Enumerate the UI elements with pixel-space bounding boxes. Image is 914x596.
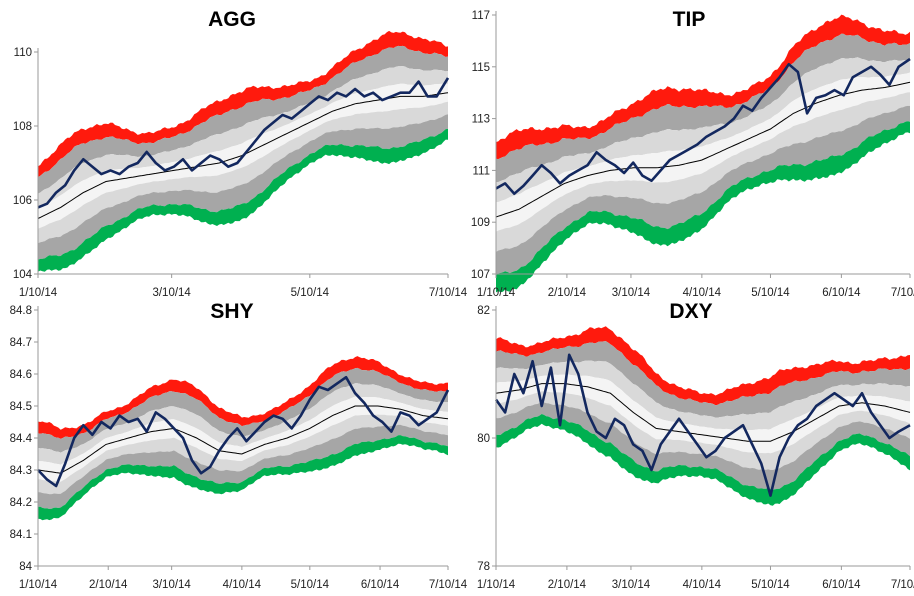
agg-x-tick-label: 1/10/14 [19,287,58,299]
dxy-x-tick-label: 2/10/14 [548,579,587,591]
tip-y-tick-label: 117 [472,10,490,22]
tip-y-tick-label: 115 [472,62,490,74]
dxy-x-tick-label: 1/10/14 [477,579,516,591]
dxy-y-tick-label: 78 [477,561,490,573]
agg-y-tick-label: 106 [13,195,32,207]
tip-y-tick-label: 113 [472,114,490,126]
tip-chart-title: TIP [673,8,706,31]
shy-light-lower-band [38,414,448,495]
shy-y-tick-label: 84 [19,561,32,573]
shy-price-line [37,375,450,488]
agg-gray-lower-band [38,114,448,260]
agg-x-tick-label: 3/10/14 [152,287,191,299]
dxy-light-upper-band [496,360,910,431]
shy-y-tick-label: 84.6 [10,369,32,381]
agg-y-tick-label: 104 [13,269,33,281]
agg-red-upper-band [38,30,448,178]
dxy-x-tick-label: 6/10/14 [822,579,861,591]
dxy-x-tick-label: 7/10/14 [891,579,914,591]
tip-x-tick-label: 2/10/14 [548,287,587,299]
dxy-green-lower-band [496,414,910,506]
shy-x-tick-label: 7/10/14 [429,579,468,591]
shy-mean-line [37,405,449,474]
shy-y-tick-label: 84.1 [10,529,32,541]
agg-chart-title: AGG [208,8,256,31]
dxy-gray-upper-band [496,341,910,418]
tip-x-tick-label: 3/10/14 [612,287,651,299]
dxy-x-tick-label: 3/10/14 [612,579,651,591]
shy-y-tick-label: 84.8 [10,305,32,317]
agg-light-upper-band [38,66,448,209]
shy-chart-panel: SHY 84 84.1 84.2 84.3 84.4 84.5 84.6 84.7 84.8 1/… [10,300,468,591]
tip-x-tick-label: 6/10/14 [822,287,861,299]
shy-x-tick-label: 4/10/14 [223,579,262,591]
tip-x-tick-label: 5/10/14 [751,287,790,299]
dxy-white-center-band [496,374,910,454]
tip-green-lower-band [496,121,910,293]
dxy-light-lower-band [496,391,910,470]
agg-y-tick-label: 110 [14,47,32,59]
shy-x-tick-label: 6/10/14 [361,579,400,591]
dxy-y-tick-label: 80 [477,433,490,445]
shy-green-lower-band [38,435,448,521]
tip-chart-panel: TIP 107 109 111 113 115 117 1/10/14 2/10/14 3/10… [471,8,914,299]
shy-x-tick-label: 3/10/14 [152,579,191,591]
tip-x-tick-label: 4/10/14 [683,287,722,299]
tip-gray-lower-band [496,105,910,276]
shy-y-tick-label: 84.4 [10,433,33,445]
tip-price-line [495,57,911,195]
dxy-red-upper-band [496,326,910,406]
dxy-x-tick-label: 4/10/14 [683,579,722,591]
tip-gray-upper-band [496,33,910,182]
tip-y-tick-label: 107 [471,269,490,281]
dxy-chart-title: DXY [669,300,712,323]
agg-x-tick-label: 7/10/14 [429,287,468,299]
dxy-y-tick-label: 82 [477,305,490,317]
shy-y-tick-label: 84.2 [10,497,32,509]
tip-red-upper-band [496,14,910,160]
tip-x-tick-label: 7/10/14 [891,287,914,299]
shy-y-tick-label: 84.3 [10,465,32,477]
tip-light-lower-band [496,92,910,252]
shy-x-tick-label: 2/10/14 [89,579,128,591]
agg-x-tick-label: 5/10/14 [291,287,330,299]
agg-y-tick-label: 108 [13,121,32,133]
tip-x-tick-label: 1/10/14 [477,287,516,299]
dxy-price-line [494,353,911,497]
agg-green-lower-band [38,128,448,272]
dxy-chart-panel: DXY 78 80 82 1/10/14 2/10/14 3/10/14 4/10/14 5/… [477,300,914,591]
agg-light-lower-band [38,101,448,244]
shy-x-tick-label: 5/10/14 [291,579,330,591]
shy-y-tick-label: 84.5 [10,401,32,413]
agg-price-line [37,77,450,209]
dxy-x-tick-label: 5/10/14 [751,579,790,591]
tip-light-upper-band [496,57,910,203]
shy-chart-title: SHY [210,300,253,323]
shy-gray-lower-band [38,424,448,509]
shy-y-tick-label: 84.7 [10,337,32,349]
agg-gray-upper-band [38,45,448,194]
agg-chart-panel: AGG 104 106 108 110 1/10/14 3/10/14 5/10/14 7/1… [13,8,468,299]
shy-white-center-band [38,396,448,482]
dxy-gray-lower-band [496,401,910,490]
tip-y-tick-label: 109 [471,217,490,229]
shy-x-tick-label: 1/10/14 [19,579,58,591]
tip-y-tick-label: 111 [473,165,490,177]
